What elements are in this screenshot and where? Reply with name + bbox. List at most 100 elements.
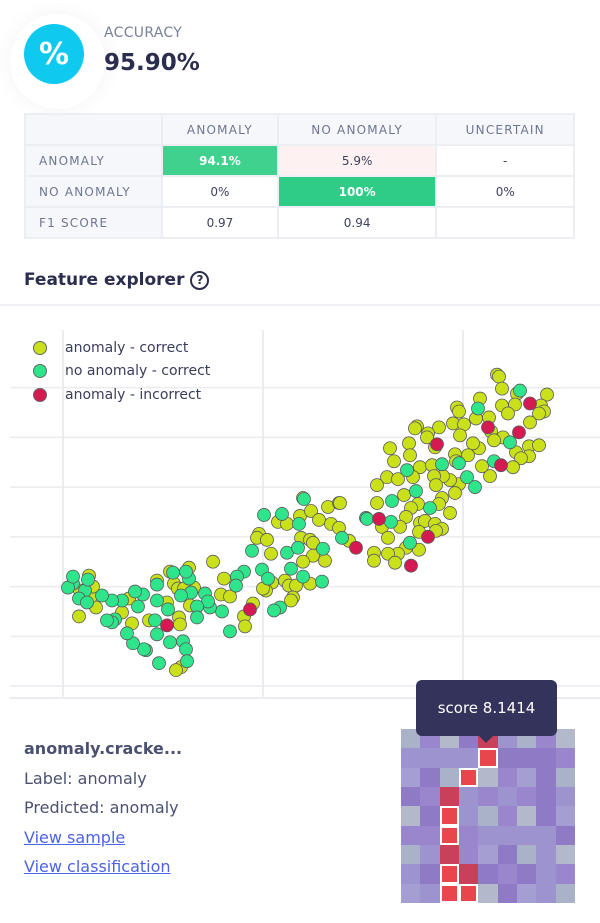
data-point[interactable] (397, 488, 411, 502)
data-point[interactable] (532, 438, 546, 453)
data-point[interactable] (385, 494, 399, 508)
data-point[interactable] (297, 492, 311, 506)
data-point[interactable] (148, 613, 162, 628)
data-point[interactable] (481, 420, 495, 435)
data-point[interactable] (173, 617, 187, 632)
data-point[interactable] (388, 555, 402, 570)
data-point[interactable] (238, 619, 252, 634)
data-point[interactable] (291, 540, 305, 555)
data-point[interactable] (420, 430, 434, 445)
data-point[interactable] (423, 501, 437, 515)
data-point[interactable] (217, 571, 231, 586)
data-point[interactable] (494, 458, 508, 473)
data-point[interactable] (306, 548, 320, 563)
data-point[interactable] (161, 602, 175, 617)
data-point[interactable] (409, 484, 423, 498)
data-point[interactable] (435, 457, 449, 472)
data-point[interactable] (296, 554, 310, 569)
data-point[interactable] (284, 593, 298, 608)
data-point[interactable] (267, 603, 281, 618)
data-point[interactable] (540, 387, 554, 402)
data-point[interactable] (335, 530, 349, 545)
data-point[interactable] (430, 437, 444, 452)
data-point[interactable] (403, 448, 417, 463)
data-point[interactable] (160, 618, 174, 633)
question-circle-icon[interactable]: ? (190, 271, 210, 290)
data-point[interactable] (152, 656, 166, 671)
data-point[interactable] (223, 589, 237, 604)
data-point[interactable] (403, 535, 417, 550)
data-point[interactable] (468, 480, 482, 494)
data-point[interactable] (229, 578, 243, 593)
data-point[interactable] (315, 574, 329, 589)
data-point[interactable] (487, 433, 501, 448)
data-point[interactable] (95, 588, 109, 603)
data-point[interactable] (523, 396, 537, 411)
data-point[interactable] (421, 529, 435, 544)
data-point[interactable] (223, 624, 237, 639)
data-point[interactable] (453, 428, 467, 443)
data-point[interactable] (460, 470, 474, 485)
data-point[interactable] (100, 613, 114, 628)
data-point[interactable] (471, 401, 485, 416)
data-point[interactable] (452, 404, 466, 419)
data-point[interactable] (495, 381, 509, 396)
data-point[interactable] (128, 584, 142, 599)
data-point[interactable] (452, 456, 466, 471)
data-point[interactable] (512, 425, 526, 440)
legend-item[interactable]: anomaly - incorrect (33, 383, 210, 407)
data-point[interactable] (432, 420, 446, 435)
data-point[interactable] (166, 565, 180, 580)
data-point[interactable] (296, 569, 310, 584)
data-point[interactable] (215, 604, 229, 619)
data-point[interactable] (448, 486, 462, 500)
data-point[interactable] (81, 572, 95, 587)
data-point[interactable] (370, 478, 384, 492)
data-point[interactable] (150, 593, 164, 608)
data-point[interactable] (360, 512, 374, 526)
data-point[interactable] (402, 436, 416, 451)
data-point[interactable] (349, 540, 363, 555)
anomaly-heatmap-image[interactable] (401, 729, 575, 903)
data-point[interactable] (292, 516, 306, 531)
data-point[interactable] (169, 663, 183, 678)
data-point[interactable] (383, 441, 397, 456)
data-point[interactable] (475, 459, 489, 474)
data-point[interactable] (137, 642, 151, 657)
data-point[interactable] (261, 571, 275, 586)
data-point[interactable] (466, 436, 480, 451)
data-point[interactable] (260, 532, 274, 547)
data-point[interactable] (501, 406, 515, 421)
data-point[interactable] (264, 546, 278, 561)
data-point[interactable] (245, 543, 259, 558)
data-point[interactable] (367, 553, 381, 568)
data-point[interactable] (492, 369, 506, 384)
data-point[interactable] (513, 383, 527, 398)
data-point[interactable] (443, 506, 457, 520)
data-point[interactable] (131, 599, 145, 614)
data-point[interactable] (66, 569, 80, 584)
data-point[interactable] (429, 478, 443, 492)
legend-item[interactable]: no anomaly - correct (33, 360, 210, 384)
data-point[interactable] (372, 512, 386, 526)
data-point[interactable] (381, 530, 395, 545)
data-point[interactable] (163, 635, 177, 650)
data-point[interactable] (318, 553, 332, 568)
data-point[interactable] (190, 610, 204, 625)
data-point[interactable] (275, 507, 289, 521)
data-point[interactable] (179, 564, 193, 579)
data-point[interactable] (532, 406, 546, 421)
data-point[interactable] (384, 515, 398, 529)
data-point[interactable] (506, 460, 520, 475)
legend-item[interactable]: anomaly - correct (33, 336, 210, 360)
data-point[interactable] (126, 636, 140, 651)
data-point[interactable] (312, 513, 326, 527)
data-point[interactable] (284, 561, 298, 576)
view-sample-link[interactable]: View sample (24, 827, 126, 847)
data-point[interactable] (399, 510, 413, 524)
data-point[interactable] (370, 496, 384, 510)
data-point[interactable] (80, 595, 94, 610)
data-point[interactable] (483, 469, 497, 484)
data-point[interactable] (400, 463, 414, 478)
